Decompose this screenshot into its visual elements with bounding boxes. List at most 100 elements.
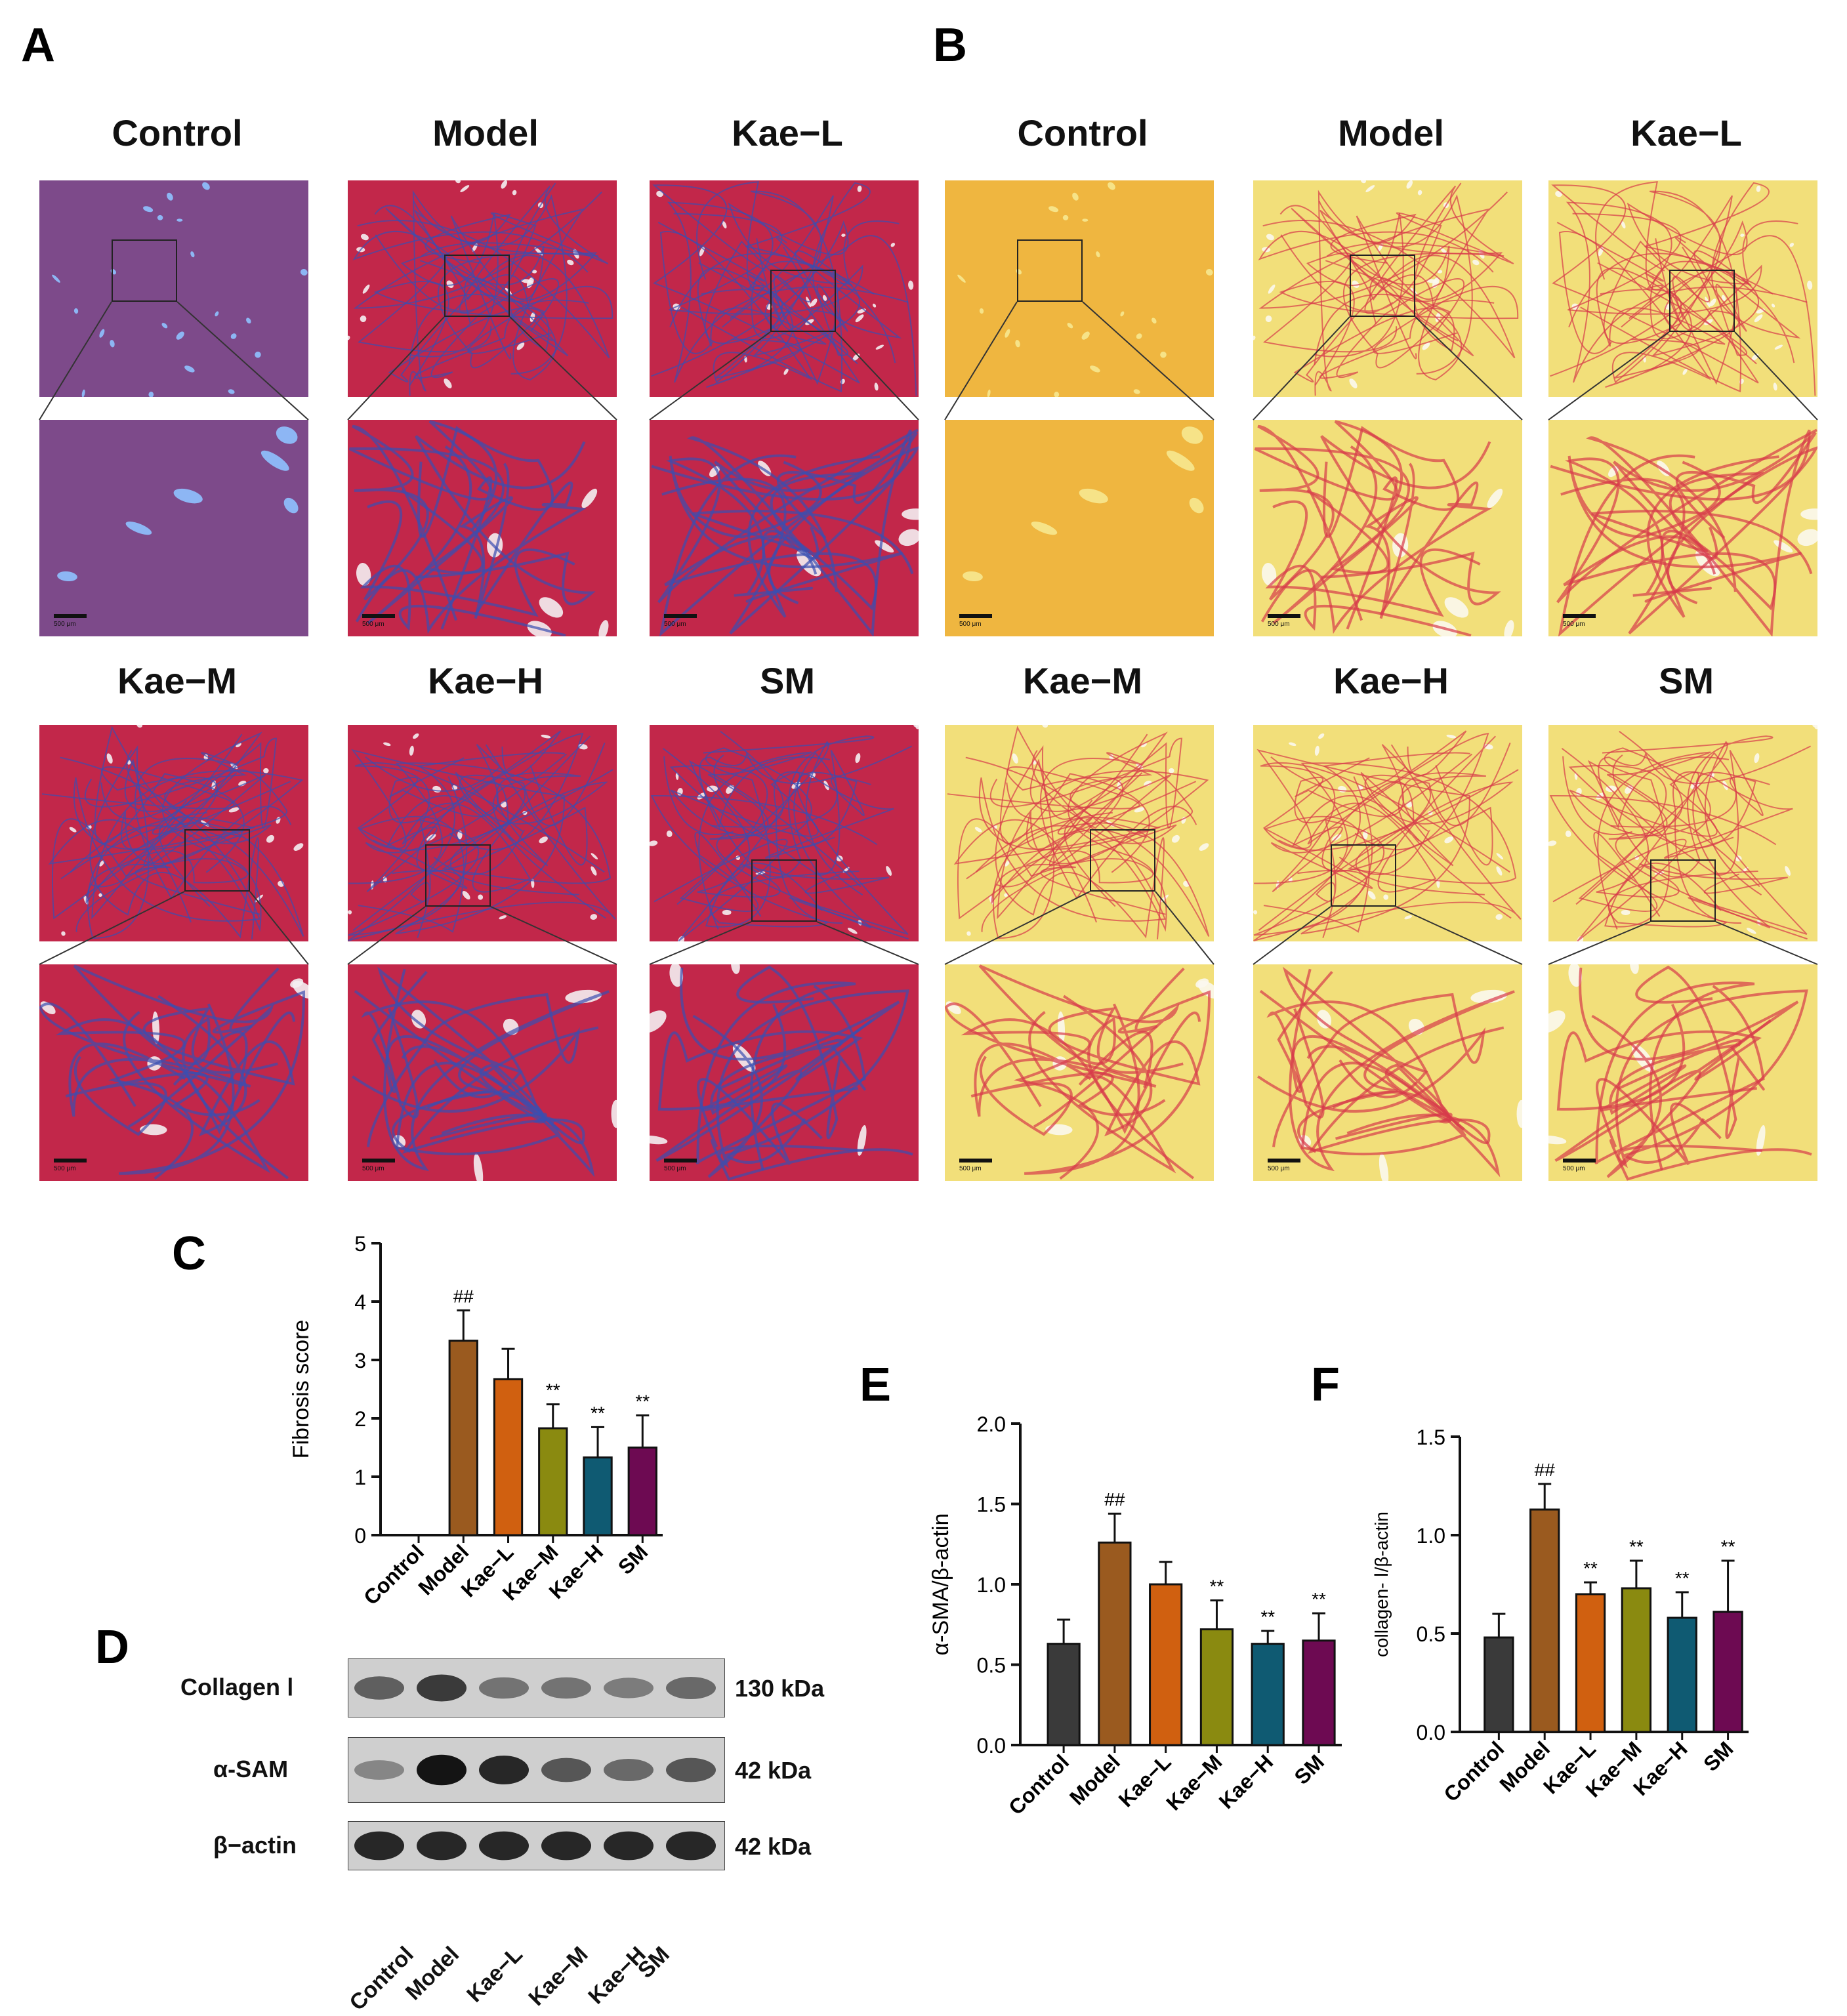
chart-e-annotation-3: **	[1210, 1576, 1224, 1597]
chart-f-ytick-label: 0.0	[1417, 1721, 1445, 1744]
chart-e-xtick-label-0: Control	[1004, 1750, 1073, 1819]
chart-c-bar-3	[538, 1427, 568, 1536]
sirius-scale-bar-5	[1563, 1159, 1596, 1162]
chart-e-ytick-label: 0.5	[977, 1654, 1006, 1677]
chart-c-annotation-4: **	[591, 1403, 605, 1423]
masson-zoom-image-2	[650, 420, 919, 636]
chart-c-xtick-label-5: SM	[613, 1540, 652, 1578]
chart-f-annotation-5: **	[1721, 1536, 1735, 1557]
chart-c-annotation-3: **	[546, 1380, 560, 1401]
sirius-scale-bar-1	[1268, 614, 1300, 618]
chart-c-ytick-label: 4	[354, 1290, 366, 1314]
chart-f-bar-5	[1712, 1611, 1743, 1733]
chart-e-ylabel: α-SMA/β-actin	[928, 1513, 953, 1656]
sirius-zoom-box-1	[1350, 255, 1415, 317]
masson-zoom-image-1	[348, 420, 617, 636]
sirius-title-1: Model	[1338, 112, 1444, 154]
sirius-scale-label-4: 500 μm	[1268, 1165, 1290, 1172]
chart-e-xtick-label-5: SM	[1290, 1750, 1329, 1788]
sirius-zoom-box-4	[1331, 844, 1396, 907]
sirius-zoom-image-3	[945, 964, 1214, 1181]
chart-c-bar-4	[583, 1456, 613, 1536]
masson-scale-label-1: 500 μm	[362, 621, 384, 628]
chart-c-ytick-label: 1	[354, 1466, 366, 1489]
chart-e-bar-3	[1199, 1628, 1234, 1746]
masson-title-5: SM	[760, 660, 815, 701]
blot-band-0-1	[417, 1674, 467, 1702]
chart-f-xtick-label-5: SM	[1699, 1737, 1737, 1775]
sirius-title-3: Kae−M	[1022, 660, 1143, 701]
blot-band-0-2	[479, 1677, 529, 1699]
blot-band-1-0	[354, 1760, 404, 1780]
chart-f-annotation-1: ##	[1535, 1460, 1556, 1480]
chart-e-xtick-label-4: Kae−H	[1214, 1750, 1278, 1813]
chart-f-annotation-4: **	[1675, 1568, 1690, 1588]
panel-label-b: B	[933, 19, 967, 72]
masson-title-0: Control	[112, 112, 243, 154]
sirius-zoom-box-5	[1650, 859, 1716, 922]
blot-kda-label-2: 42 kDa	[735, 1832, 812, 1860]
blot-row-label-0: Collagen Ⅰ	[180, 1674, 294, 1700]
masson-title-4: Kae−H	[428, 660, 543, 701]
chart-e-bar-5	[1302, 1639, 1336, 1746]
chart-f-ytick-label: 1.0	[1417, 1524, 1445, 1548]
chart-e-xtick-label-1: Model	[1065, 1750, 1125, 1809]
blot-band-1-4	[604, 1759, 654, 1781]
blot-band-2-3	[541, 1831, 591, 1861]
chart-c-ylabel: Fibrosis score	[289, 1320, 314, 1459]
blot-band-2-5	[666, 1831, 716, 1861]
blot-kda-label-0: 130 kDa	[735, 1675, 825, 1702]
chart-e-ytick-label: 0.0	[977, 1734, 1006, 1758]
masson-zoom-image-0	[39, 420, 308, 636]
chart-c-xtick-label-0: Control	[359, 1540, 428, 1609]
chart-e-bar-0	[1047, 1643, 1081, 1746]
sirius-zoom-image-1	[1253, 420, 1522, 636]
sirius-scale-bar-2	[1563, 614, 1596, 618]
panel-label-d: D	[95, 1621, 129, 1674]
sirius-scale-bar-4	[1268, 1159, 1300, 1162]
chart-f-xtick-label-0: Control	[1439, 1737, 1508, 1806]
chart-c-bar-2	[493, 1378, 524, 1536]
chart-c-bar-1	[448, 1340, 478, 1536]
masson-zoom-box-3	[184, 829, 250, 892]
blot-band-0-4	[604, 1677, 654, 1698]
sirius-zoom-box-2	[1669, 270, 1735, 332]
chart-c-ytick-label: 5	[354, 1232, 366, 1256]
chart-e-annotation-4: **	[1260, 1607, 1275, 1627]
sirius-title-5: SM	[1659, 660, 1714, 701]
masson-zoom-image-5	[650, 964, 919, 1181]
masson-zoom-box-2	[770, 270, 836, 332]
sirius-scale-bar-0	[959, 614, 992, 618]
blot-band-2-0	[354, 1831, 404, 1861]
panel-label-f: F	[1311, 1359, 1340, 1411]
blot-strip-1	[348, 1737, 725, 1803]
masson-zoom-box-0	[112, 239, 177, 302]
chart-f-annotation-3: **	[1629, 1536, 1644, 1557]
blot-band-1-5	[666, 1758, 716, 1782]
chart-e-xtick-label-3: Kae−M	[1161, 1750, 1226, 1815]
blot-band-1-3	[541, 1758, 591, 1782]
masson-zoom-box-1	[444, 255, 510, 317]
chart-e-annotation-5: **	[1312, 1589, 1326, 1609]
blot-kda-label-1: 42 kDa	[735, 1757, 812, 1784]
masson-scale-bar-0	[54, 614, 87, 618]
masson-zoom-image-3	[39, 964, 308, 1181]
chart-c-ytick-label: 3	[354, 1349, 366, 1372]
sirius-title-4: Kae−H	[1333, 660, 1449, 701]
panel-label-e: E	[860, 1359, 892, 1411]
sirius-title-0: Control	[1017, 112, 1148, 154]
sirius-zoom-image-2	[1548, 420, 1817, 636]
chart-c-bar-5	[627, 1447, 657, 1536]
chart-e-bar-2	[1149, 1583, 1183, 1746]
masson-scale-label-4: 500 μm	[362, 1165, 384, 1172]
blot-row-label-1: α-SAM	[213, 1756, 289, 1782]
chart-c-annotation-1: ##	[453, 1286, 474, 1306]
chart-f-ytick-label: 1.5	[1417, 1426, 1445, 1449]
chart-f-bar-3	[1621, 1587, 1652, 1733]
sirius-zoom-box-0	[1017, 239, 1083, 302]
sirius-scale-label-3: 500 μm	[959, 1165, 982, 1172]
chart-f-bar-0	[1484, 1636, 1514, 1733]
blot-band-0-3	[541, 1677, 591, 1699]
chart-f-bar-4	[1667, 1616, 1697, 1733]
blot-band-1-1	[417, 1754, 467, 1786]
